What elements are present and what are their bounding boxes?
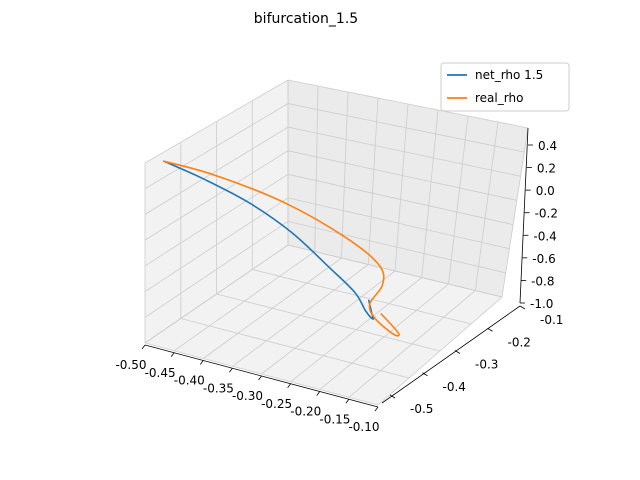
legend: net_rho 1.5 real_rho xyxy=(440,62,570,112)
series-line-real-rho xyxy=(163,160,400,337)
z-axis-ticks: 0.4 0.2 0.0 -0.2 -0.4 -0.6 -0.8 -1.0 xyxy=(520,139,558,311)
grid-line-y xyxy=(144,163,379,406)
x-tick-label: -0.20 xyxy=(290,405,321,419)
y-tick-mark xyxy=(519,305,526,310)
axes-panes xyxy=(145,80,528,405)
x-tick-mark xyxy=(170,352,175,357)
x-tick-label: -0.45 xyxy=(145,366,176,380)
y-tick-mark xyxy=(422,372,428,377)
z-tick-label: 0.2 xyxy=(537,162,556,176)
legend-label-real-rho: real_rho xyxy=(475,91,523,105)
axes-grid xyxy=(144,79,529,406)
y-tick-mark xyxy=(487,327,493,332)
grid-line-y xyxy=(180,142,410,379)
grid-line-y xyxy=(251,100,472,325)
z-tick-label: -0.4 xyxy=(533,229,556,243)
x-tick-mark xyxy=(374,406,379,412)
legend-box xyxy=(440,62,570,112)
x-tick-label: -0.50 xyxy=(115,358,146,372)
x-tick-label: -0.40 xyxy=(174,374,205,388)
y-tick-label: -0.3 xyxy=(475,358,498,372)
z-tick-label: 0.4 xyxy=(538,139,557,153)
pane-back xyxy=(288,80,528,297)
x-tick-label: -0.25 xyxy=(261,397,292,411)
z-tick-label: -1.0 xyxy=(530,297,553,311)
legend-label-net-rho: net_rho 1.5 xyxy=(475,68,543,82)
x-tick-mark xyxy=(258,375,262,381)
x-axis-ticks: -0.50-0.45-0.40-0.35-0.30-0.25-0.20-0.15… xyxy=(115,344,380,434)
x-tick-mark xyxy=(316,391,321,396)
x-tick-mark xyxy=(345,399,350,404)
chart-title: bifurcation_1.5 xyxy=(254,11,358,27)
y-axis-ticks: -0.5 -0.4 -0.3 -0.2 -0.1 xyxy=(389,305,563,416)
y-axis-line xyxy=(381,305,521,404)
series-layer xyxy=(163,160,400,337)
grid-line-y xyxy=(287,80,503,298)
series-line-net-rho-1-5 xyxy=(163,160,375,320)
x-tick-label: -0.15 xyxy=(319,412,350,426)
grid-line-y xyxy=(216,121,441,352)
y-tick-label: -0.5 xyxy=(410,402,433,416)
x-tick-label: -0.10 xyxy=(348,420,379,434)
y-tick-label: -0.1 xyxy=(540,313,563,327)
x-tick-mark xyxy=(287,383,291,388)
z-tick-label: 0.0 xyxy=(536,184,555,198)
x-tick-label: -0.30 xyxy=(232,389,263,403)
z-axis-line xyxy=(519,127,529,304)
x-tick-mark xyxy=(141,344,146,350)
y-tick-mark xyxy=(454,350,461,354)
y-tick-label: -0.4 xyxy=(443,380,466,394)
x-tick-mark xyxy=(229,368,233,373)
y-tick-mark xyxy=(389,394,396,399)
z-tick-label: -0.6 xyxy=(532,252,555,266)
y-tick-label: -0.2 xyxy=(508,335,531,349)
x-tick-label: -0.35 xyxy=(203,381,234,395)
z-tick-label: -0.8 xyxy=(531,274,554,288)
x-tick-mark xyxy=(199,360,204,365)
z-tick-label: -0.2 xyxy=(535,207,558,221)
